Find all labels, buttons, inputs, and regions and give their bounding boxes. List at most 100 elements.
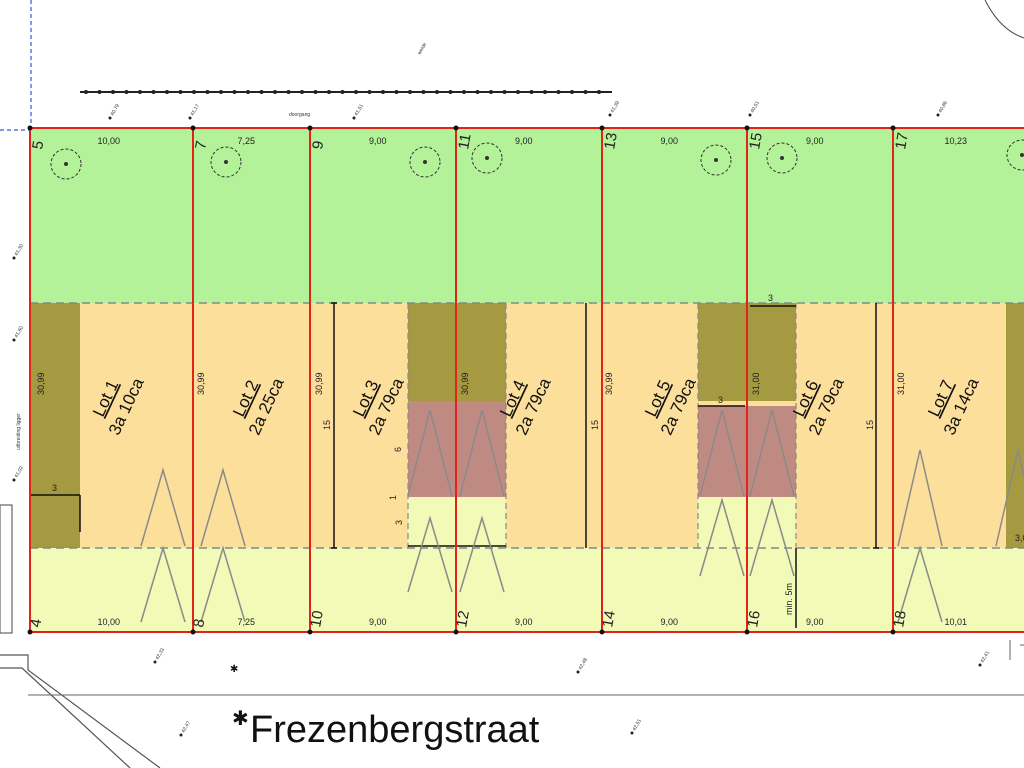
dimension-build-depth: 15	[322, 420, 332, 430]
side-note: uitbreiding ligger	[16, 413, 22, 450]
spot-height: 41,02	[12, 465, 26, 482]
fence-post	[583, 90, 588, 94]
parking-marker	[897, 545, 943, 623]
plot-number-front: 12	[453, 609, 473, 628]
tree-icon	[766, 142, 798, 174]
boundary-point	[453, 125, 459, 131]
plot-number-back: 5	[29, 140, 47, 151]
annex-lot1	[30, 303, 80, 548]
dimension-build-depth: 15	[590, 420, 600, 430]
width-back: 9,00	[369, 136, 387, 146]
parking-marker	[749, 497, 795, 577]
dimension-one: 1	[388, 495, 398, 500]
width-back: 10,00	[98, 136, 121, 146]
fence-post	[313, 90, 318, 94]
svg-text:41,51: 41,51	[354, 103, 366, 117]
plot-number-front: 14	[599, 609, 619, 628]
fence-post	[84, 90, 88, 94]
fence-post	[97, 90, 102, 94]
dimension-small-3: 3	[768, 293, 773, 303]
boundary-point	[27, 125, 33, 131]
fence-post	[300, 90, 304, 94]
svg-text:42,47: 42,47	[181, 720, 193, 734]
boundary-point	[453, 629, 459, 635]
fence-post	[178, 90, 183, 94]
spot-height: 40,79	[108, 103, 121, 120]
width-front: 9,00	[369, 617, 387, 627]
spot-height: 41,60	[12, 325, 26, 342]
width-front: 9,00	[806, 617, 824, 627]
svg-text:41,39: 41,39	[610, 100, 622, 114]
fence-post	[489, 90, 493, 94]
fence-post	[232, 90, 237, 94]
width-front: 9,00	[515, 617, 533, 627]
svg-text:42,48: 42,48	[578, 657, 590, 671]
tree-canopy-arc	[984, 0, 1024, 39]
fence-post	[259, 90, 264, 94]
lot-depth: 30,99	[460, 372, 470, 395]
dimension-six: 6	[393, 447, 403, 452]
tree-icon	[1006, 139, 1024, 171]
fence-post	[381, 90, 385, 94]
fence-post	[475, 90, 480, 94]
tree-icon	[210, 146, 242, 178]
svg-text:40,86: 40,86	[938, 100, 950, 114]
dimension-small-3: 3	[718, 395, 723, 405]
lot-depth: 30,99	[196, 372, 206, 395]
plot-number-back: 17	[892, 131, 912, 150]
parking-marker	[407, 515, 453, 593]
fence-post	[421, 90, 426, 94]
svg-text:42,51: 42,51	[632, 718, 644, 732]
lot-depth: 31,00	[896, 372, 906, 395]
plot-number-front: 8	[190, 618, 208, 629]
plot-number-front: 16	[744, 609, 764, 628]
tree-icon	[471, 142, 503, 174]
left-structure	[0, 504, 13, 634]
fence-post	[273, 90, 277, 94]
fence-post	[205, 90, 210, 94]
trees	[50, 139, 1024, 180]
top-note: weide	[417, 41, 429, 56]
spot-height: 41,51	[352, 103, 366, 120]
boundary-point	[744, 629, 750, 635]
fence-post	[570, 90, 574, 94]
fence-post	[124, 90, 129, 94]
front-zone	[30, 548, 1024, 632]
parking-markers	[140, 409, 1024, 623]
width-back: 9,00	[515, 136, 533, 146]
fence-line	[80, 90, 612, 94]
parking-marker	[459, 515, 505, 593]
width-back: 10,23	[945, 136, 968, 146]
parking-marker	[140, 467, 186, 547]
parking-marker	[897, 449, 943, 547]
fence-post	[448, 90, 453, 94]
tree-icon	[700, 144, 732, 176]
parking-marker	[749, 409, 795, 497]
parking-marker	[995, 449, 1024, 547]
width-back: 9,00	[661, 136, 679, 146]
street-point-icon: ✱	[230, 664, 238, 675]
plot-boundary	[29, 127, 1024, 633]
boundary-point	[890, 125, 896, 131]
fence-post	[138, 90, 142, 94]
fence-post	[246, 90, 250, 94]
spot-height: 40,86	[936, 100, 950, 117]
fence-post	[327, 90, 331, 94]
svg-text:41,30: 41,30	[14, 243, 26, 257]
spot-height: 42,51	[630, 718, 644, 735]
svg-text:41,60: 41,60	[14, 325, 26, 339]
dimension-build-depth: 15	[865, 420, 875, 430]
plot-number-back: 7	[192, 140, 210, 151]
fence-post	[286, 90, 291, 94]
parking-marker	[699, 409, 745, 497]
boundary-point	[599, 629, 605, 635]
street-name: Frezenbergstraat	[250, 709, 540, 751]
fence-post	[556, 90, 561, 94]
plot-number-front: 10	[307, 609, 327, 628]
svg-text:41,02: 41,02	[14, 465, 26, 479]
boundary-point	[27, 629, 33, 635]
fence-post	[219, 90, 223, 94]
width-front: 10,00	[98, 617, 121, 627]
building-zone	[30, 303, 1024, 548]
